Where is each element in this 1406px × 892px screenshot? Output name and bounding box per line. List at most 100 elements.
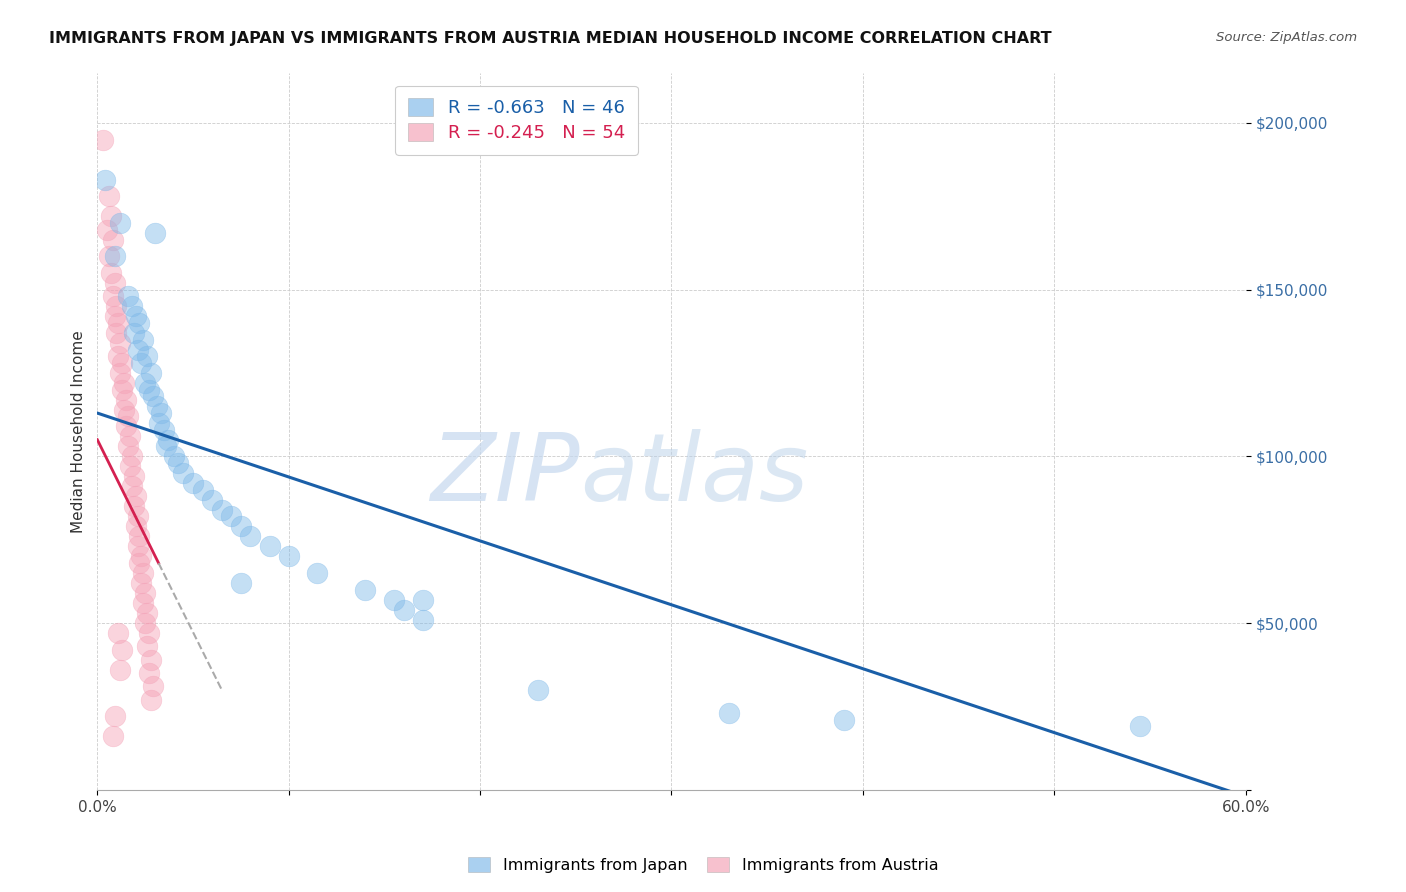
Point bbox=[382, 592, 405, 607]
Point bbox=[94, 172, 117, 186]
Point bbox=[138, 666, 160, 681]
Point bbox=[105, 299, 128, 313]
Point bbox=[101, 730, 124, 744]
Text: ZIP: ZIP bbox=[430, 429, 579, 520]
Point bbox=[139, 366, 162, 380]
Point bbox=[107, 350, 129, 364]
Point bbox=[111, 383, 134, 397]
Point bbox=[166, 456, 188, 470]
Point bbox=[117, 289, 139, 303]
Point bbox=[121, 299, 143, 313]
Point bbox=[131, 549, 153, 564]
Point bbox=[832, 713, 855, 727]
Point bbox=[229, 576, 252, 591]
Point bbox=[111, 642, 134, 657]
Point bbox=[127, 509, 149, 524]
Point bbox=[124, 490, 146, 504]
Point bbox=[134, 616, 156, 631]
Point bbox=[145, 400, 167, 414]
Point bbox=[96, 222, 118, 236]
Point bbox=[107, 626, 129, 640]
Point bbox=[259, 540, 281, 554]
Point bbox=[100, 210, 122, 224]
Point bbox=[110, 663, 132, 677]
Point bbox=[91, 133, 114, 147]
Point bbox=[110, 216, 132, 230]
Point bbox=[97, 189, 120, 203]
Point bbox=[127, 540, 149, 554]
Point bbox=[354, 582, 377, 597]
Point bbox=[103, 709, 125, 723]
Point bbox=[118, 429, 141, 443]
Point bbox=[112, 376, 135, 390]
Point bbox=[153, 423, 176, 437]
Point bbox=[1129, 719, 1152, 733]
Legend: R = -0.663   N = 46, R = -0.245   N = 54: R = -0.663 N = 46, R = -0.245 N = 54 bbox=[395, 86, 637, 155]
Point bbox=[132, 596, 155, 610]
Point bbox=[103, 310, 125, 324]
Point bbox=[148, 416, 170, 430]
Point bbox=[229, 519, 252, 533]
Point bbox=[717, 706, 740, 720]
Point bbox=[157, 433, 180, 447]
Point bbox=[127, 343, 149, 357]
Text: IMMIGRANTS FROM JAPAN VS IMMIGRANTS FROM AUSTRIA MEDIAN HOUSEHOLD INCOME CORRELA: IMMIGRANTS FROM JAPAN VS IMMIGRANTS FROM… bbox=[49, 31, 1052, 46]
Point bbox=[172, 466, 194, 480]
Point bbox=[138, 626, 160, 640]
Point bbox=[142, 680, 165, 694]
Point bbox=[103, 276, 125, 290]
Point bbox=[136, 350, 159, 364]
Point bbox=[103, 249, 125, 263]
Point bbox=[100, 266, 122, 280]
Point bbox=[132, 333, 155, 347]
Point bbox=[107, 316, 129, 330]
Legend: Immigrants from Japan, Immigrants from Austria: Immigrants from Japan, Immigrants from A… bbox=[461, 851, 945, 880]
Point bbox=[134, 376, 156, 390]
Point bbox=[136, 640, 159, 654]
Point bbox=[115, 392, 138, 407]
Point bbox=[121, 450, 143, 464]
Point bbox=[121, 479, 143, 493]
Point bbox=[412, 613, 434, 627]
Point bbox=[307, 566, 329, 581]
Y-axis label: Median Household Income: Median Household Income bbox=[72, 330, 86, 533]
Point bbox=[122, 500, 145, 514]
Point bbox=[526, 682, 548, 697]
Point bbox=[97, 249, 120, 263]
Point bbox=[136, 606, 159, 620]
Point bbox=[155, 439, 177, 453]
Point bbox=[131, 356, 153, 370]
Point bbox=[392, 603, 415, 617]
Point bbox=[122, 326, 145, 340]
Point bbox=[112, 402, 135, 417]
Text: Source: ZipAtlas.com: Source: ZipAtlas.com bbox=[1216, 31, 1357, 45]
Point bbox=[412, 592, 434, 607]
Point bbox=[117, 439, 139, 453]
Point bbox=[239, 529, 262, 543]
Point bbox=[132, 566, 155, 581]
Point bbox=[142, 389, 165, 403]
Point bbox=[201, 492, 224, 507]
Point bbox=[117, 409, 139, 424]
Point bbox=[110, 336, 132, 351]
Point bbox=[138, 383, 160, 397]
Point bbox=[191, 483, 214, 497]
Text: atlas: atlas bbox=[579, 429, 808, 520]
Point bbox=[139, 693, 162, 707]
Point bbox=[163, 450, 186, 464]
Point bbox=[134, 586, 156, 600]
Point bbox=[111, 356, 134, 370]
Point bbox=[128, 316, 150, 330]
Point bbox=[124, 310, 146, 324]
Point bbox=[221, 509, 243, 524]
Point bbox=[118, 459, 141, 474]
Point bbox=[110, 366, 132, 380]
Point bbox=[181, 476, 204, 491]
Point bbox=[277, 549, 299, 564]
Point bbox=[131, 576, 153, 591]
Point bbox=[124, 519, 146, 533]
Point bbox=[101, 233, 124, 247]
Point bbox=[139, 653, 162, 667]
Point bbox=[143, 226, 166, 240]
Point bbox=[105, 326, 128, 340]
